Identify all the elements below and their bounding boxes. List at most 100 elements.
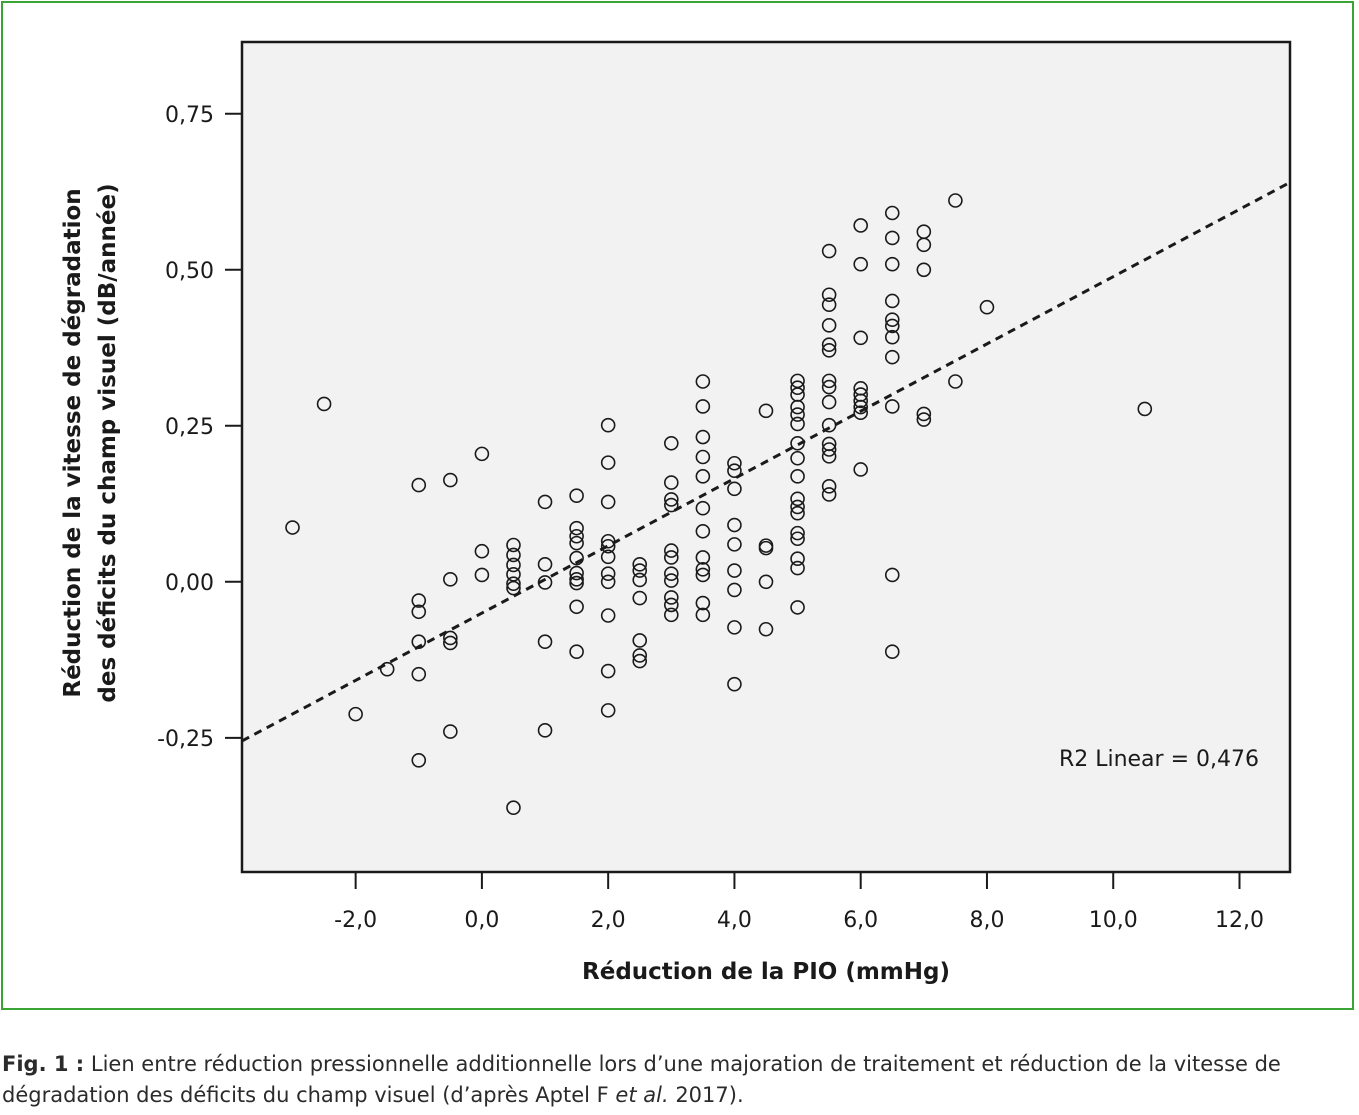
- data-point: [821, 243, 837, 259]
- data-point: [474, 543, 490, 559]
- data-point: [506, 576, 521, 591]
- data-point: [821, 287, 837, 303]
- data-point: [695, 567, 711, 583]
- y-tick-label: 0,00: [165, 571, 214, 596]
- y-axis-label-line-1: Réduction de la vitesse de dégradation: [60, 188, 86, 697]
- data-point: [916, 262, 932, 278]
- data-point: [695, 469, 711, 484]
- data-point: [758, 540, 774, 556]
- data-point: [569, 572, 584, 587]
- y-tick-label: 0,50: [165, 259, 214, 284]
- x-tick-label: 4,0: [717, 908, 752, 933]
- data-point: [884, 256, 900, 272]
- data-point: [727, 676, 742, 692]
- data-point: [285, 520, 300, 535]
- scatter-chart: -0,25 0,00 0,25 0,50 0,75 -2,0 0,0 2,0 4,0 6,0 8,…: [60, 40, 1292, 985]
- data-point: [506, 557, 521, 573]
- data-point: [600, 566, 616, 581]
- data-point: [695, 449, 711, 465]
- y-tick-label: -0,25: [157, 727, 214, 752]
- x-tick-label: 12,0: [1215, 908, 1264, 933]
- data-point: [853, 405, 868, 420]
- data-point: [474, 446, 490, 462]
- data-point: [537, 723, 553, 738]
- caption-italic: et al.: [615, 1083, 669, 1107]
- figure-caption: Fig. 1 : Lien entre réduction pressionne…: [2, 1049, 1357, 1111]
- x-tick-label: 10,0: [1089, 908, 1138, 933]
- x-tick-label: 2,0: [591, 908, 626, 933]
- data-point: [600, 417, 616, 433]
- data-point: [884, 567, 900, 583]
- data-point: [821, 318, 837, 333]
- x-tick-label: -2,0: [334, 908, 377, 933]
- data-point: [600, 663, 616, 679]
- data-point: [664, 492, 679, 507]
- data-point: [695, 607, 711, 623]
- data-point: [884, 230, 900, 246]
- data-point: [821, 342, 837, 358]
- data-point: [569, 575, 584, 591]
- data-point: [790, 399, 805, 415]
- data-point: [632, 590, 648, 606]
- data-point: [569, 599, 584, 615]
- x-tick-label: 8,0: [969, 908, 1004, 933]
- data-points: [285, 193, 1153, 816]
- data-point: [790, 560, 805, 576]
- data-point: [1137, 401, 1153, 417]
- data-point: [790, 491, 805, 507]
- data-point: [664, 475, 679, 490]
- data-point: [600, 549, 616, 565]
- caption-text-end: 2017).: [668, 1083, 744, 1107]
- data-point: [632, 653, 648, 669]
- data-point: [821, 394, 837, 410]
- data-point: [569, 644, 584, 660]
- data-point: [727, 563, 742, 578]
- data-point: [853, 399, 868, 415]
- data-point: [664, 597, 679, 613]
- data-point: [727, 620, 742, 635]
- data-point: [443, 635, 458, 651]
- data-point: [664, 607, 679, 623]
- data-point: [632, 572, 648, 588]
- data-point: [884, 399, 900, 414]
- data-point: [443, 472, 458, 488]
- data-point: [884, 349, 900, 365]
- data-point: [853, 393, 868, 409]
- y-tick-label: 0,75: [165, 103, 214, 128]
- data-point: [506, 537, 521, 553]
- data-point: [506, 580, 521, 596]
- data-point: [600, 608, 616, 623]
- data-point: [537, 557, 553, 572]
- data-point: [632, 633, 648, 648]
- data-point: [821, 379, 837, 395]
- data-point: [727, 455, 742, 471]
- data-point: [600, 703, 616, 718]
- data-point: [664, 497, 679, 513]
- data-point: [443, 724, 458, 739]
- data-point: [506, 800, 521, 816]
- data-point: [600, 533, 616, 549]
- data-point: [916, 237, 932, 253]
- data-point: [600, 494, 616, 510]
- data-point: [632, 648, 648, 663]
- x-tick-label: 6,0: [843, 908, 878, 933]
- data-point: [727, 517, 742, 533]
- data-point: [948, 374, 963, 389]
- data-point: [821, 373, 837, 389]
- data-point: [569, 528, 584, 544]
- y-axis-label-line-2: des déficits du champ visuel (dB/année): [95, 183, 121, 702]
- data-point: [948, 193, 963, 208]
- data-point: [853, 330, 868, 346]
- data-point: [411, 752, 427, 768]
- data-point: [790, 531, 805, 547]
- data-point: [664, 435, 679, 451]
- data-point: [884, 312, 900, 328]
- data-point: [569, 520, 584, 536]
- data-point: [695, 523, 711, 539]
- data-point: [821, 487, 837, 502]
- data-point: [695, 595, 711, 611]
- data-point: [411, 604, 427, 620]
- data-point: [569, 488, 584, 503]
- data-point: [790, 450, 805, 466]
- data-point: [632, 557, 648, 572]
